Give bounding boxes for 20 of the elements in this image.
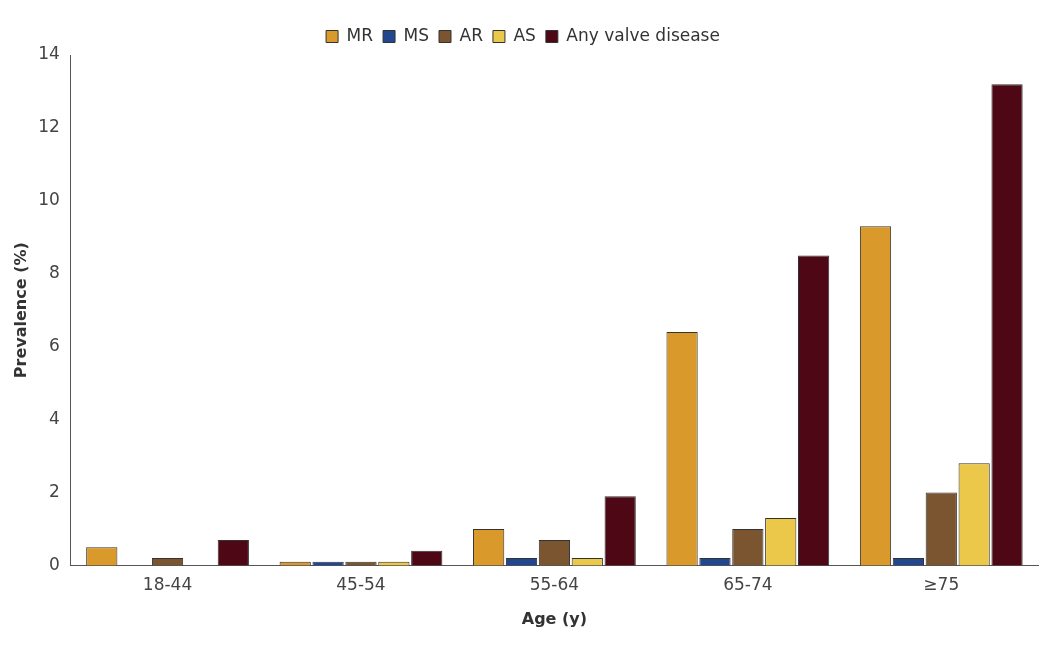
y-tick-label: 6 [49, 335, 60, 356]
x-tick-label: 55-64 [529, 574, 580, 595]
y-tick-label: 0 [49, 553, 60, 574]
x-tick-label: 65-74 [723, 574, 773, 595]
legend-label: Any valve disease [566, 24, 720, 45]
y-tick-label: 8 [49, 262, 60, 283]
x-tick-label: 45-54 [336, 574, 386, 595]
y-axis-title: Prevalence (%) [10, 242, 30, 379]
x-tick-label: 18-44 [142, 574, 193, 595]
y-tick-label: 4 [49, 407, 60, 428]
y-tick-label: 14 [38, 43, 60, 64]
x-tick-label: ≥75 [923, 574, 960, 595]
y-tick-label: 2 [49, 480, 60, 501]
legend-label: AR [459, 24, 484, 45]
legend-label: AS [513, 24, 536, 45]
legend-label: MR [346, 24, 374, 45]
y-tick-label: 10 [38, 189, 60, 210]
x-axis-title: Age (y) [521, 608, 588, 628]
y-tick-label: 12 [38, 116, 60, 137]
legend-label: MS [403, 24, 430, 45]
